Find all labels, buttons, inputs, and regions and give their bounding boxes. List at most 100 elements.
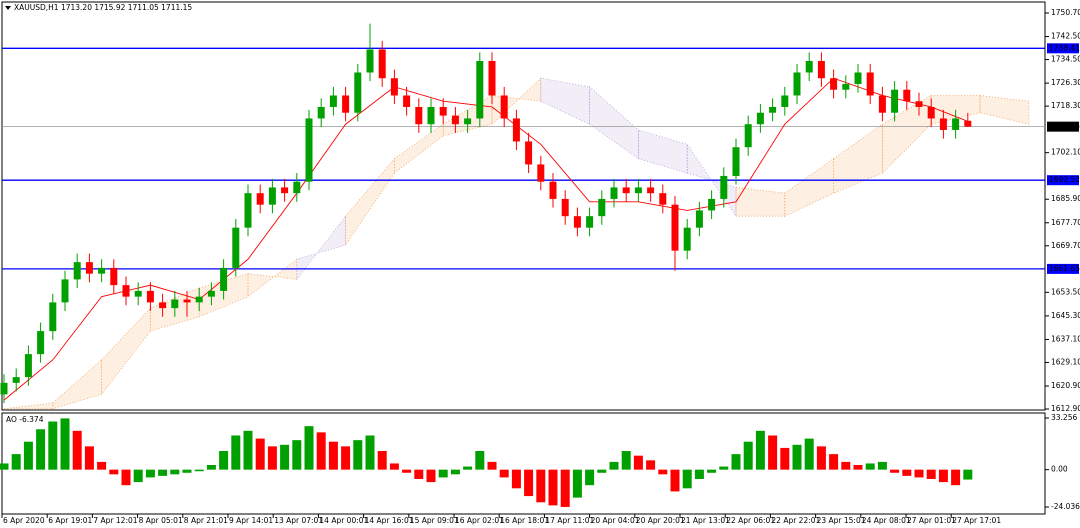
ao-bar <box>194 469 204 472</box>
level-label: 1661.65 <box>1049 264 1080 273</box>
candle-body <box>159 302 167 309</box>
y-tick-label: 1629.10 <box>1051 357 1080 366</box>
x-tick-label: 14 Apr 16:01 <box>365 516 414 525</box>
ao-bar <box>841 461 851 470</box>
candle-body <box>464 118 472 125</box>
main-panel <box>1 1 1046 411</box>
candle-body <box>49 302 57 332</box>
candle-body <box>317 106 325 119</box>
candle-body <box>476 60 484 119</box>
candle-body <box>244 193 252 228</box>
ao-bar <box>816 446 826 470</box>
ao-bar <box>353 440 363 470</box>
x-tick-label: 20 Apr 20:01 <box>636 516 685 525</box>
candle-body <box>695 210 703 228</box>
y-tick-label: 1742.50 <box>1051 32 1080 41</box>
last-price-label: 1711.15 <box>1049 122 1080 131</box>
candle-body <box>781 95 789 107</box>
ao-bar <box>0 463 9 470</box>
ao-bar <box>292 440 302 470</box>
candle-body <box>732 147 740 176</box>
ao-bar <box>255 438 265 470</box>
level-label-bg <box>1047 175 1079 186</box>
y-tick-label: 1685.90 <box>1051 194 1080 203</box>
cloud-segment <box>3 402 54 410</box>
ao-bar <box>158 469 168 476</box>
candle-body <box>866 72 874 96</box>
cloud-segment <box>686 143 737 218</box>
ao-bar <box>670 469 680 492</box>
y-tick-label: 1620.90 <box>1051 381 1080 390</box>
ao-bar <box>707 469 717 473</box>
cloud-segment <box>296 214 347 281</box>
ao-bar <box>377 451 387 470</box>
x-tick-label: 7 Apr 12:01 <box>93 516 137 525</box>
candle-body <box>146 290 154 303</box>
x-tick-label: 16 Apr 02:01 <box>455 516 504 525</box>
candle-body <box>329 95 337 107</box>
candle-body <box>73 262 81 280</box>
candle-body <box>817 60 825 79</box>
x-tick-label: 13 Apr 07:01 <box>274 516 323 525</box>
ao-label: AO -6.374 <box>6 415 44 424</box>
y-tick-label: 1718.30 <box>1051 101 1080 110</box>
candle-body <box>439 106 447 116</box>
candle-body <box>378 49 386 79</box>
candle-body <box>964 120 972 127</box>
ao-bar <box>804 438 814 470</box>
x-tick-label: 8 Apr 05:01 <box>139 516 183 525</box>
ao-bar <box>231 435 241 470</box>
ao-bar <box>206 465 216 470</box>
y-tick-label: 1637.10 <box>1051 334 1080 343</box>
ao-bar <box>536 469 546 503</box>
ao-bar <box>426 469 436 483</box>
candle-body <box>122 285 130 297</box>
ao-bar <box>511 469 521 489</box>
candle-body <box>634 187 642 194</box>
cloud-segment <box>784 157 834 217</box>
ao-bar <box>328 441 338 470</box>
ao-bar <box>389 463 399 470</box>
candle-body <box>769 106 777 113</box>
ao-panel <box>1 412 1046 515</box>
candle-body <box>939 118 947 130</box>
ao-bar <box>877 461 887 470</box>
candle-body <box>647 187 655 194</box>
menu-arrow[interactable] <box>5 6 11 10</box>
candle-body <box>610 187 618 199</box>
ao-bar <box>267 446 277 470</box>
ao-bar <box>463 466 473 470</box>
candle-body <box>683 227 691 251</box>
ao-bar <box>60 418 70 470</box>
candle-body <box>488 60 496 96</box>
candle-body <box>98 267 106 274</box>
ao-bar <box>414 469 424 479</box>
ao-bar <box>145 469 155 478</box>
ao-bar <box>499 469 509 478</box>
level-label-bg <box>1047 43 1079 54</box>
ao-bar <box>890 469 900 473</box>
ao-bar <box>633 455 643 470</box>
candle-body <box>171 299 179 309</box>
ao-bar <box>341 446 351 470</box>
candle-body <box>573 216 581 228</box>
ao-bar <box>36 429 46 470</box>
cloud-segment <box>979 95 1030 125</box>
ao-bar <box>170 469 180 475</box>
candle-body <box>403 95 411 107</box>
candle-body <box>281 187 289 194</box>
candle-body <box>805 60 813 73</box>
candle-body <box>256 193 264 205</box>
ao-bar <box>219 451 229 470</box>
candle-body <box>671 204 679 251</box>
candle-body <box>342 95 350 113</box>
candle-body <box>549 181 557 199</box>
last-price-bg <box>1047 121 1079 132</box>
x-tick-label: 17 Apr 11:01 <box>545 516 594 525</box>
ao-bar <box>316 432 326 470</box>
candle-body <box>842 83 850 90</box>
x-tick-label: 24 Apr 08:01 <box>862 516 911 525</box>
candle-body <box>598 198 606 217</box>
ao-bar <box>755 430 765 470</box>
